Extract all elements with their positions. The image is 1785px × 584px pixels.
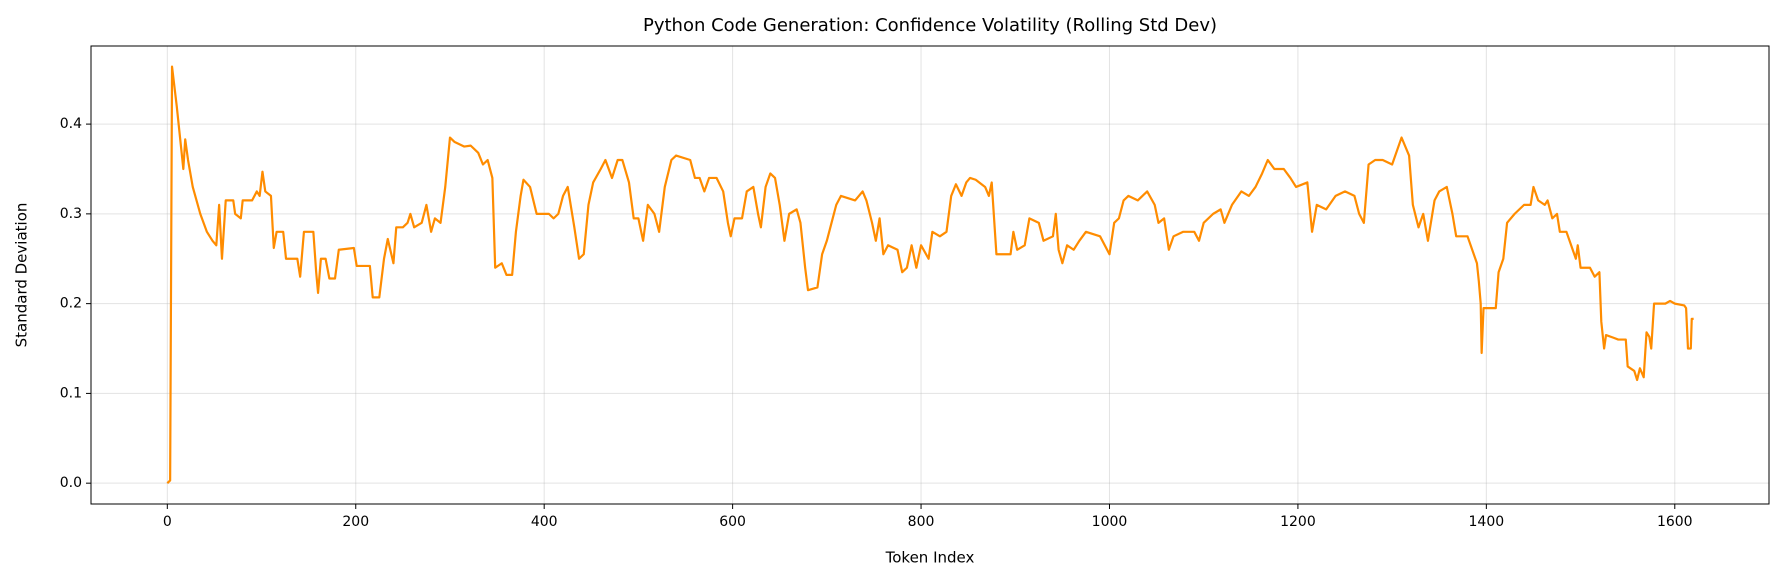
x-tick-label: 800 xyxy=(908,514,935,530)
y-axis-label: Standard Deviation xyxy=(13,203,31,348)
x-tick-label: 200 xyxy=(342,514,369,530)
x-axis-label: Token Index xyxy=(885,549,975,567)
x-tick-label: 600 xyxy=(719,514,746,530)
x-tick-label: 1200 xyxy=(1280,514,1316,530)
x-tick-label: 1000 xyxy=(1092,514,1128,530)
y-tick-label: 0.0 xyxy=(60,475,82,491)
y-tick-label: 0.4 xyxy=(60,116,82,132)
line xyxy=(166,65,1694,484)
x-tick-label: 1400 xyxy=(1469,514,1505,530)
x-tick-label: 1600 xyxy=(1657,514,1693,530)
y-tick-label: 0.3 xyxy=(60,206,82,222)
y-tick-label: 0.1 xyxy=(60,385,82,401)
y-tick-label: 0.2 xyxy=(60,296,82,312)
x-tick-label: 0 xyxy=(163,514,172,530)
chart-title: Python Code Generation: Confidence Volat… xyxy=(643,15,1217,36)
plot-frame xyxy=(90,45,1770,505)
x-tick-label: 400 xyxy=(531,514,558,530)
